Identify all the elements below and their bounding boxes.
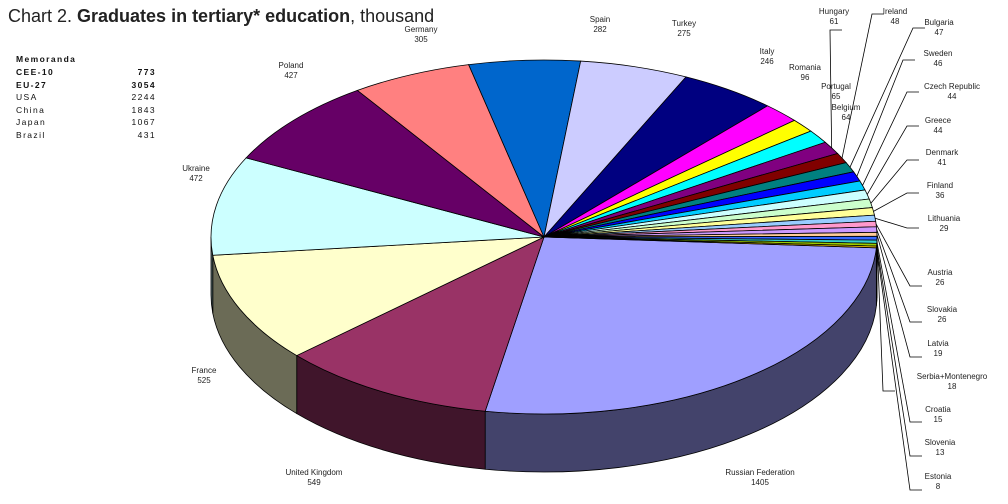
leader-line-croatia xyxy=(877,242,922,422)
leader-line-sweden xyxy=(857,60,915,176)
slice-value-romania: 96 xyxy=(801,73,810,82)
slice-value-belgium: 64 xyxy=(842,113,851,122)
leader-line-lithuania xyxy=(875,218,919,228)
slice-value-hungary: 61 xyxy=(830,17,839,26)
leader-line-bulgaria xyxy=(850,28,925,167)
slice-value-greece: 44 xyxy=(934,126,943,135)
slice-label-france: France xyxy=(192,366,217,375)
slice-label-croatia: Croatia xyxy=(925,405,951,414)
slice-label-czech-republic: Czech Republic xyxy=(924,82,980,91)
leader-line-finland xyxy=(873,193,919,211)
slice-label-sweden: Sweden xyxy=(924,49,953,58)
slice-value-denmark: 41 xyxy=(938,158,947,167)
slice-label-bulgaria: Bulgaria xyxy=(924,18,954,27)
slice-value-serbia-montenegro: 18 xyxy=(948,382,957,391)
slice-value-ukraine: 472 xyxy=(189,174,203,183)
slice-label-lithuania: Lithuania xyxy=(928,214,961,223)
slice-label-hungary: Hungary xyxy=(819,7,849,16)
slice-label-denmark: Denmark xyxy=(926,148,959,157)
slice-label-russian-federation: Russian Federation xyxy=(725,468,794,477)
slice-value-france: 525 xyxy=(197,376,211,385)
slice-label-turkey: Turkey xyxy=(672,19,696,28)
slice-value-turkey: 275 xyxy=(677,29,691,38)
slice-label-romania: Romania xyxy=(789,63,822,72)
slice-label-latvia: Latvia xyxy=(927,339,949,348)
slice-value-spain: 282 xyxy=(593,25,607,34)
slice-label-portugal: Portugal xyxy=(821,82,851,91)
slice-value-sweden: 46 xyxy=(934,59,943,68)
slice-label-estonia: Estonia xyxy=(925,472,952,481)
slice-label-serbia-montenegro: Serbia+Montenegro xyxy=(917,372,988,381)
slice-label-belgium: Belgium xyxy=(832,103,861,112)
slice-label-slovenia: Slovenia xyxy=(925,438,956,447)
slice-label-poland: Poland xyxy=(279,61,304,70)
slice-label-germany: Germany xyxy=(405,25,438,34)
slice-value-poland: 427 xyxy=(284,71,298,80)
leader-line-latvia xyxy=(877,234,922,357)
slice-label-spain: Spain xyxy=(590,15,610,24)
slice-label-ireland: Ireland xyxy=(883,7,907,16)
slice-value-latvia: 19 xyxy=(934,349,943,358)
leader-line-denmark xyxy=(871,160,919,203)
slice-value-bulgaria: 47 xyxy=(935,28,944,37)
slice-label-italy: Italy xyxy=(760,47,775,56)
slice-label-austria: Austria xyxy=(928,268,953,277)
slice-value-austria: 26 xyxy=(936,278,945,287)
slice-label-slovakia: Slovakia xyxy=(927,305,958,314)
slice-label-greece: Greece xyxy=(925,116,952,125)
slice-label-ukraine: Ukraine xyxy=(182,164,210,173)
slice-value-croatia: 15 xyxy=(934,415,943,424)
slice-value-united-kingdom: 549 xyxy=(307,478,321,487)
leader-line-estonia xyxy=(876,247,922,490)
slice-value-lithuania: 29 xyxy=(940,224,949,233)
slice-value-russian-federation: 1405 xyxy=(751,478,769,487)
slice-value-slovakia: 26 xyxy=(938,315,947,324)
slice-value-italy: 246 xyxy=(760,57,774,66)
slice-value-czech-republic: 44 xyxy=(948,92,957,101)
leader-line-czech-republic xyxy=(863,92,919,185)
slice-value-germany: 305 xyxy=(414,35,428,44)
slice-label-finland: Finland xyxy=(927,181,953,190)
slice-value-ireland: 48 xyxy=(891,17,900,26)
slice-value-finland: 36 xyxy=(936,191,945,200)
pie-top-faces xyxy=(211,60,877,414)
slice-value-portugal: 65 xyxy=(832,92,841,101)
slice-value-slovenia: 13 xyxy=(936,448,945,457)
slice-value-estonia: 8 xyxy=(936,482,941,491)
slice-label-united-kingdom: United Kingdom xyxy=(286,468,343,477)
